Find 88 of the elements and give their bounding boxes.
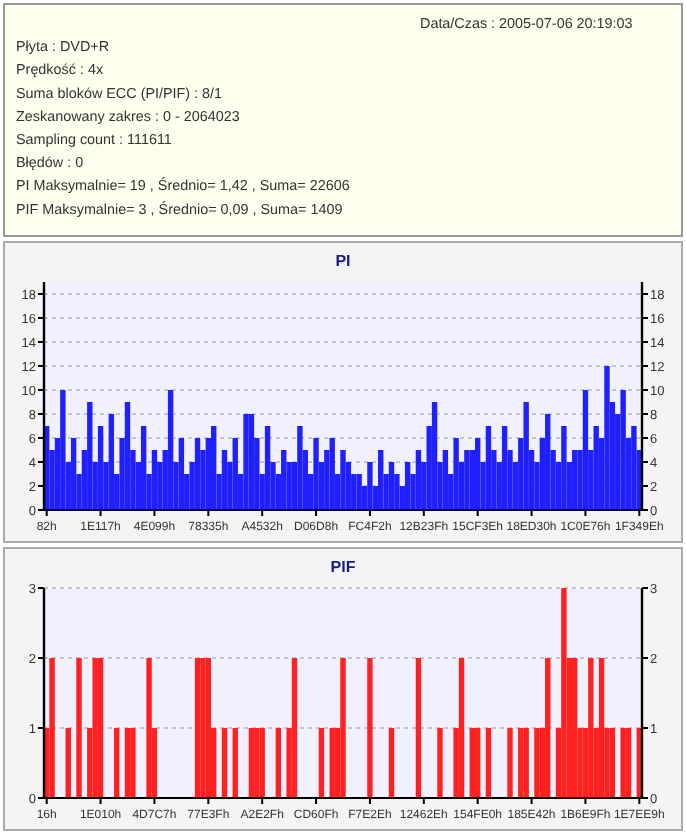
bar [167, 390, 174, 510]
bar [264, 426, 271, 510]
bar [108, 414, 115, 510]
bar [485, 426, 492, 510]
bar [431, 402, 438, 510]
bar [523, 728, 529, 798]
bar [178, 438, 185, 510]
bar [221, 728, 228, 798]
bar [561, 588, 567, 798]
bar [76, 658, 82, 798]
bar [534, 728, 540, 798]
bar [593, 426, 599, 510]
bar [588, 658, 594, 798]
bar [620, 728, 626, 798]
bar [92, 658, 98, 798]
chart-title: PI [335, 252, 351, 270]
bar [458, 658, 465, 798]
bar [501, 426, 508, 510]
bar [205, 658, 212, 798]
bar [194, 438, 201, 510]
bar [625, 728, 632, 798]
bar [404, 462, 411, 510]
bar [329, 728, 335, 798]
bar [275, 728, 282, 798]
bar [49, 658, 55, 798]
bar [604, 366, 610, 510]
bar [631, 426, 637, 510]
bar [259, 728, 265, 798]
bar [97, 426, 104, 510]
bar [114, 728, 120, 798]
bar [124, 402, 131, 510]
bar [140, 426, 147, 510]
bar [415, 450, 422, 510]
chart-title: PIF [330, 558, 356, 576]
bar [97, 658, 104, 798]
bar [70, 438, 77, 510]
bar [571, 450, 578, 510]
bar [442, 450, 449, 510]
bar [474, 438, 481, 510]
bar [523, 402, 529, 510]
bar [367, 462, 373, 510]
bar [221, 450, 228, 510]
bar [464, 450, 470, 510]
bar [329, 438, 335, 510]
bar [146, 658, 152, 798]
bar [211, 426, 217, 510]
bar [571, 658, 578, 798]
bar [281, 450, 287, 510]
bar [545, 658, 551, 798]
bar [248, 728, 255, 798]
bar [248, 414, 255, 510]
bar [518, 728, 524, 798]
bar [340, 450, 346, 510]
bar [297, 426, 303, 510]
bar [200, 658, 206, 798]
bar [124, 728, 131, 798]
bar [318, 728, 325, 798]
bar [474, 728, 481, 798]
bar [469, 728, 475, 798]
bar [582, 390, 589, 510]
bar [130, 728, 136, 798]
bar [598, 658, 605, 798]
bar [65, 728, 71, 798]
bar [194, 658, 201, 798]
bar [507, 728, 513, 798]
bar [313, 438, 319, 510]
bar [87, 402, 93, 510]
bar [453, 438, 459, 510]
bar [437, 728, 443, 798]
bar [485, 728, 492, 798]
bar [388, 462, 395, 510]
bar [243, 414, 249, 510]
bar [356, 474, 362, 510]
bar [254, 728, 260, 798]
bar [378, 450, 384, 510]
bar [340, 658, 346, 798]
bar [291, 658, 298, 798]
bar [561, 426, 567, 510]
bar [388, 728, 395, 798]
bar [367, 658, 373, 798]
bar [232, 728, 238, 798]
bar [151, 450, 158, 510]
bar [545, 414, 551, 510]
bar [60, 390, 66, 510]
bar [415, 658, 422, 798]
bar [620, 390, 626, 510]
bar [232, 438, 238, 510]
bar [609, 728, 616, 798]
